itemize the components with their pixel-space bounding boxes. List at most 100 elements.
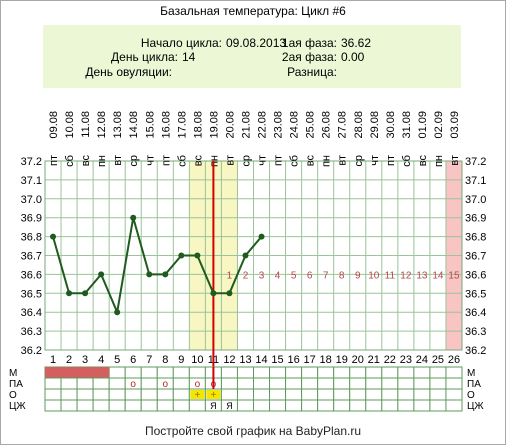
row-cell bbox=[108, 366, 126, 379]
y-tick-label-left: 36.5 bbox=[21, 288, 42, 300]
weekday-label: вт bbox=[224, 155, 236, 166]
y-tick-label-right: 36.3 bbox=[465, 326, 486, 338]
phase-day-number: 14 bbox=[432, 270, 444, 281]
row-cell bbox=[429, 399, 447, 412]
row-cell bbox=[253, 399, 271, 412]
row-cell bbox=[60, 388, 78, 401]
day-number: 23 bbox=[400, 354, 412, 366]
row-cell bbox=[269, 399, 287, 412]
row-cell bbox=[269, 377, 287, 390]
ovulation-test-label: + bbox=[210, 390, 216, 401]
row-cell bbox=[60, 399, 78, 412]
weekday-label: вс bbox=[305, 155, 317, 167]
date-label: 30.08 bbox=[385, 111, 397, 139]
day-number: 20 bbox=[352, 354, 364, 366]
footer-link[interactable]: Постройте свой график на BabyPlan.ru bbox=[144, 424, 362, 438]
row-cell bbox=[108, 377, 126, 390]
row-cell bbox=[92, 377, 110, 390]
phase-day-number: 7 bbox=[323, 270, 329, 281]
row-cell bbox=[365, 377, 383, 390]
date-label: 29.08 bbox=[369, 111, 381, 139]
row-cell bbox=[44, 388, 62, 401]
row-cell bbox=[429, 366, 447, 379]
weekday-label: пт bbox=[48, 155, 60, 166]
row-cell bbox=[140, 399, 158, 412]
phase-day-number: 8 bbox=[339, 270, 345, 281]
weekday-label: пт bbox=[273, 155, 285, 166]
row-cell bbox=[333, 366, 351, 379]
row-cell bbox=[349, 399, 367, 412]
row-cell bbox=[92, 388, 110, 401]
y-tick-label-left: 37.2 bbox=[21, 156, 42, 168]
row-cell bbox=[349, 377, 367, 390]
row-label-left: М bbox=[9, 368, 17, 379]
row-cell bbox=[349, 366, 367, 379]
phase-day-number: 6 bbox=[307, 270, 313, 281]
row-cell bbox=[188, 366, 206, 379]
ovulation-test-mark bbox=[206, 390, 221, 399]
row-label-right: О bbox=[467, 390, 475, 401]
row-cell bbox=[397, 366, 415, 379]
y-tick-label-right: 37.2 bbox=[465, 156, 486, 168]
row-cell bbox=[253, 366, 271, 379]
y-tick-label-left: 36.3 bbox=[21, 326, 42, 338]
cycle-day-label: День цикла: bbox=[111, 50, 178, 64]
row-cell bbox=[301, 366, 319, 379]
date-label: 14.08 bbox=[128, 111, 140, 139]
menstruation-mark bbox=[77, 367, 94, 378]
day-number: 9 bbox=[178, 354, 184, 366]
phase-day-number: 12 bbox=[400, 270, 412, 281]
row-cell bbox=[301, 388, 319, 401]
row-cell bbox=[156, 399, 174, 412]
row-cell bbox=[333, 399, 351, 412]
row-cell bbox=[156, 388, 174, 401]
row-cell bbox=[220, 377, 238, 390]
weekday-label: вс bbox=[417, 155, 429, 167]
row-cell bbox=[429, 377, 447, 390]
row-cell bbox=[333, 377, 351, 390]
y-tick-label-right: 36.9 bbox=[465, 213, 486, 225]
y-tick-label-left: 36.8 bbox=[21, 232, 42, 244]
row-cell bbox=[124, 399, 142, 412]
row-cell bbox=[188, 399, 206, 412]
pa-mark: о bbox=[195, 379, 201, 390]
row-cell bbox=[156, 366, 174, 379]
phase-day-number: 1 bbox=[227, 270, 233, 281]
phase2-label: 2ая фаза: bbox=[281, 50, 337, 64]
date-label: 26.08 bbox=[321, 111, 333, 139]
day-number: 18 bbox=[320, 354, 332, 366]
date-label: 22.08 bbox=[257, 111, 269, 139]
row-cell bbox=[172, 377, 190, 390]
phase-day-number: 10 bbox=[368, 270, 380, 281]
row-cell bbox=[108, 399, 126, 412]
row-cell bbox=[445, 399, 463, 412]
ovulation-test-label: + bbox=[194, 390, 200, 401]
row-cell bbox=[220, 388, 238, 401]
row-label-right: ПА bbox=[467, 379, 481, 390]
row-cell bbox=[285, 366, 303, 379]
row-cell bbox=[445, 377, 463, 390]
date-label: 31.08 bbox=[401, 111, 413, 139]
date-label: 17.08 bbox=[176, 111, 188, 139]
pa-mark: о bbox=[130, 379, 136, 390]
weekday-label: сб bbox=[401, 155, 413, 167]
phase-day-number: 13 bbox=[416, 270, 428, 281]
phase1-label: 1ая фаза: bbox=[281, 36, 337, 50]
row-cell bbox=[397, 377, 415, 390]
y-tick-label-left: 36.7 bbox=[21, 251, 42, 263]
row-cell bbox=[381, 399, 399, 412]
row-cell bbox=[285, 399, 303, 412]
row-label-right: М bbox=[467, 368, 475, 379]
date-label: 13.08 bbox=[112, 111, 124, 139]
weekday-label: ср bbox=[353, 155, 365, 167]
row-cell bbox=[140, 377, 158, 390]
day-number: 5 bbox=[114, 354, 120, 366]
date-label: 12.08 bbox=[96, 111, 108, 139]
day-number: 4 bbox=[98, 354, 104, 366]
temperature-point bbox=[114, 309, 121, 316]
weekday-label: чт bbox=[257, 155, 269, 166]
date-label: 20.08 bbox=[224, 111, 236, 139]
day-number: 13 bbox=[239, 354, 251, 366]
date-label: 10.08 bbox=[64, 111, 76, 139]
row-cell bbox=[236, 377, 254, 390]
